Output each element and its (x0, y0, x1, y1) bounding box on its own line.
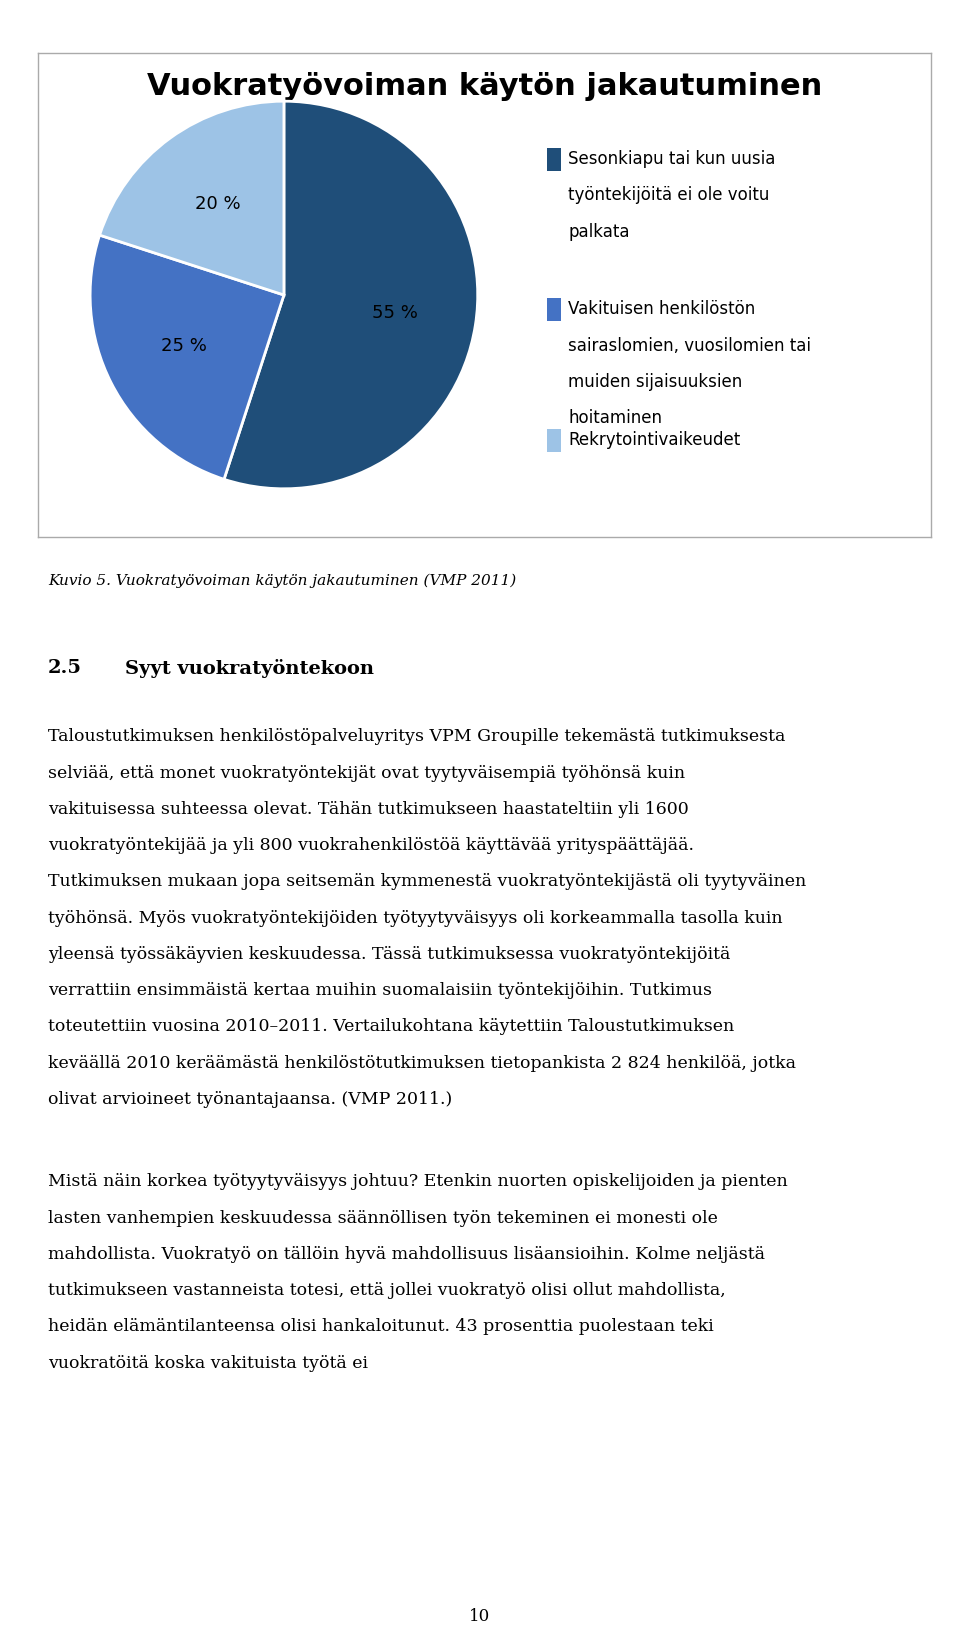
Text: keväällä 2010 keräämästä henkilöstötutkimuksen tietopankista 2 824 henkilöä, jot: keväällä 2010 keräämästä henkilöstötutki… (48, 1055, 796, 1071)
Text: lasten vanhempien keskuudessa säännöllisen työn tekeminen ei monesti ole: lasten vanhempien keskuudessa säännöllis… (48, 1210, 718, 1226)
Text: Vuokratyövoiman käytön jakautuminen: Vuokratyövoiman käytön jakautuminen (147, 73, 823, 101)
Text: yleensä työssäkäyvien keskuudessa. Tässä tutkimuksessa vuokratyöntekijöitä: yleensä työssäkäyvien keskuudessa. Tässä… (48, 946, 731, 962)
Text: työhönsä. Myös vuokratyöntekijöiden työtyytyväisyys oli korkeammalla tasolla kui: työhönsä. Myös vuokratyöntekijöiden työt… (48, 910, 782, 926)
Text: 25 %: 25 % (161, 338, 206, 354)
Text: selviää, että monet vuokratyöntekijät ovat tyytyväisempiä työhönsä kuin: selviää, että monet vuokratyöntekijät ov… (48, 765, 685, 781)
Text: 20 %: 20 % (195, 194, 241, 213)
Text: heidän elämäntilanteensa olisi hankaloitunut. 43 prosenttia puolestaan teki: heidän elämäntilanteensa olisi hankaloit… (48, 1318, 713, 1335)
Text: 10: 10 (469, 1608, 491, 1625)
Text: Syyt vuokratyöntekoon: Syyt vuokratyöntekoon (125, 659, 373, 679)
Text: hoitaminen: hoitaminen (568, 409, 662, 427)
Wedge shape (224, 101, 478, 489)
Text: mahdollista. Vuokratyö on tällöin hyvä mahdollisuus lisäansioihin. Kolme neljäst: mahdollista. Vuokratyö on tällöin hyvä m… (48, 1246, 765, 1262)
Text: sairaslomien, vuosilomien tai: sairaslomien, vuosilomien tai (568, 336, 811, 354)
Text: olivat arvioineet työnantajaansa. (VMP 2011.): olivat arvioineet työnantajaansa. (VMP 2… (48, 1091, 452, 1107)
Text: muiden sijaisuuksien: muiden sijaisuuksien (568, 372, 743, 391)
Text: tutkimukseen vastanneista totesi, että jollei vuokratyö olisi ollut mahdollista,: tutkimukseen vastanneista totesi, että j… (48, 1282, 726, 1299)
Text: vakituisessa suhteessa olevat. Tähän tutkimukseen haastateltiin yli 1600: vakituisessa suhteessa olevat. Tähän tut… (48, 801, 688, 817)
Text: vuokratyöntekijää ja yli 800 vuokrahenkilöstöä käyttävää yrityspäättäjää.: vuokratyöntekijää ja yli 800 vuokrahenki… (48, 837, 694, 854)
Text: Mistä näin korkea työtyytyväisyys johtuu? Etenkin nuorten opiskelijoiden ja pien: Mistä näin korkea työtyytyväisyys johtuu… (48, 1173, 788, 1190)
Text: Kuvio 5. Vuokratyövoiman käytön jakautuminen (VMP 2011): Kuvio 5. Vuokratyövoiman käytön jakautum… (48, 574, 516, 588)
Text: 2.5: 2.5 (48, 659, 82, 677)
Text: Sesonkiapu tai kun uusia: Sesonkiapu tai kun uusia (568, 150, 776, 168)
Text: 55 %: 55 % (372, 303, 418, 321)
Text: Taloustutkimuksen henkilöstöpalveluyritys VPM Groupille tekemästä tutkimuksesta: Taloustutkimuksen henkilöstöpalveluyrity… (48, 728, 785, 745)
Text: työntekijöitä ei ole voitu: työntekijöitä ei ole voitu (568, 186, 770, 204)
Wedge shape (90, 236, 284, 480)
Text: vuokratöitä koska vakituista työtä ei: vuokratöitä koska vakituista työtä ei (48, 1355, 368, 1371)
Text: Rekrytointivaikeudet: Rekrytointivaikeudet (568, 432, 741, 450)
Text: toteutettiin vuosina 2010–2011. Vertailukohtana käytettiin Taloustutkimuksen: toteutettiin vuosina 2010–2011. Vertailu… (48, 1018, 734, 1035)
Text: Tutkimuksen mukaan jopa seitsemän kymmenestä vuokratyöntekijästä oli tyytyväinen: Tutkimuksen mukaan jopa seitsemän kymmen… (48, 873, 806, 890)
Text: palkata: palkata (568, 222, 630, 241)
Wedge shape (100, 101, 284, 295)
Text: Vakituisen henkilöstön: Vakituisen henkilöstön (568, 300, 756, 318)
Text: verrattiin ensimmäistä kertaa muihin suomalaisiin työntekijöihin. Tutkimus: verrattiin ensimmäistä kertaa muihin suo… (48, 982, 712, 999)
